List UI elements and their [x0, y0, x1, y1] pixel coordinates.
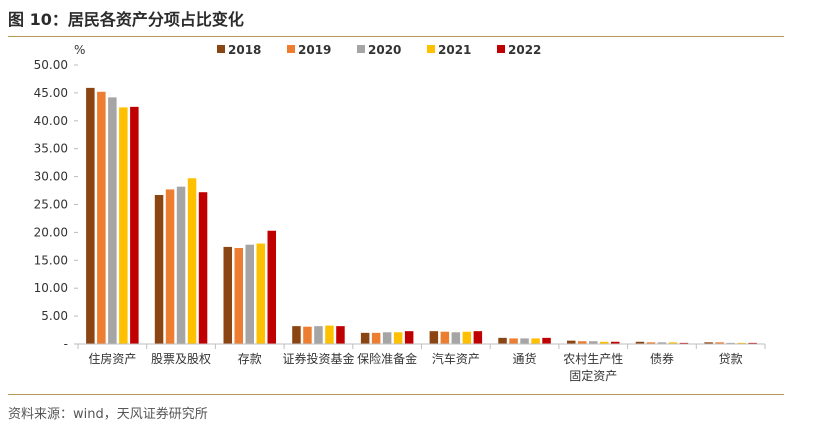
- x-tick-label: 通货: [513, 351, 537, 366]
- bar-2019: [97, 91, 106, 344]
- bar-2022: [611, 341, 620, 344]
- x-tick-label: 汽车资产: [432, 351, 480, 366]
- x-tick-label: 存款: [238, 352, 262, 366]
- legend-label-2020: 2020: [368, 43, 401, 57]
- page-title: 图 10：居民各资产分项占比变化: [8, 10, 244, 29]
- bar-2018: [429, 331, 439, 344]
- x-tick-label: 固定资产: [569, 368, 617, 383]
- bar-2020: [589, 341, 598, 344]
- legend-label-2021: 2021: [438, 43, 471, 57]
- bar-2022: [198, 192, 208, 344]
- y-tick-label: 30.00: [34, 170, 68, 184]
- bar-2021: [668, 342, 678, 344]
- y-tick-label: -: [64, 337, 68, 351]
- bar-2021: [119, 107, 128, 344]
- bar-2018: [223, 246, 232, 344]
- bar-2020: [520, 338, 529, 344]
- chart-legend: 2018 2019 2020 2021 2022: [217, 43, 541, 57]
- bar-2018: [292, 326, 301, 344]
- bar-2019: [234, 248, 243, 344]
- bar-2021: [462, 331, 472, 344]
- bars: [86, 87, 757, 344]
- bar-2019: [165, 189, 175, 344]
- bar-2018: [635, 341, 645, 344]
- legend-swatch-2020: [357, 45, 365, 53]
- title-divider: [8, 36, 784, 37]
- y-axis-unit-label: %: [74, 43, 85, 57]
- legend-label-2019: 2019: [298, 43, 331, 57]
- source-note: 资料来源：wind，天风证券研究所: [8, 407, 208, 422]
- y-tick-label: 10.00: [34, 281, 68, 295]
- y-tick-label: 15.00: [34, 253, 68, 267]
- bar-2020: [726, 342, 735, 344]
- bar-2020: [451, 332, 461, 344]
- bar-2018: [154, 195, 164, 344]
- y-tick-label: 25.00: [34, 198, 68, 212]
- bar-2020: [176, 186, 186, 344]
- bar-2022: [267, 230, 276, 344]
- bar-2019: [371, 332, 381, 344]
- x-tick-label: 保险准备金: [357, 351, 417, 366]
- bar-2021: [600, 341, 609, 344]
- legend-swatch-2021: [427, 45, 435, 53]
- bar-2018: [86, 87, 95, 344]
- y-tick-label: 5.00: [41, 309, 68, 323]
- footer-divider: [8, 394, 784, 395]
- legend-swatch-2019: [287, 45, 295, 53]
- y-axis: 50.00 45.00 40.00 35.00 30.00 25.00 20.00 15.00…: [34, 58, 78, 351]
- bar-2021: [531, 338, 540, 344]
- bar-2022: [336, 326, 345, 344]
- bar-chart: 2018 2019 2020 2021 2022 % 50.00 45.00 40.00 35…: [34, 43, 766, 383]
- bar-2019: [578, 341, 587, 344]
- bar-2019: [646, 342, 656, 344]
- bar-2019: [715, 342, 724, 344]
- bar-2022: [542, 337, 551, 344]
- bar-2020: [657, 342, 667, 344]
- y-tick-label: 35.00: [34, 142, 68, 156]
- x-tick-label: 农村生产性: [563, 352, 623, 366]
- bar-2018: [704, 342, 713, 344]
- bar-2019: [509, 338, 518, 344]
- bar-2021: [393, 332, 403, 344]
- x-tick-label: 证券投资基金: [282, 351, 354, 366]
- bar-2019: [303, 326, 312, 344]
- bar-2022: [404, 331, 414, 344]
- bar-2021: [737, 342, 746, 344]
- bar-2021: [256, 243, 265, 344]
- bar-2020: [314, 326, 323, 344]
- bar-2021: [187, 178, 197, 344]
- bar-2018: [498, 337, 507, 344]
- bar-2021: [325, 325, 334, 344]
- bar-2020: [108, 97, 117, 344]
- y-tick-label: 20.00: [34, 225, 68, 239]
- y-tick-label: 45.00: [34, 86, 68, 100]
- bar-2022: [748, 342, 757, 344]
- bar-2018: [360, 332, 370, 344]
- x-tick-label: 股票及股权: [151, 352, 211, 366]
- legend-swatch-2018: [217, 45, 225, 53]
- bar-2020: [382, 332, 392, 344]
- bar-2022: [473, 331, 483, 344]
- legend-label-2022: 2022: [508, 43, 541, 57]
- x-tick-label: 住房资产: [88, 351, 136, 366]
- bar-2019: [440, 331, 450, 344]
- x-tick-label: 贷款: [719, 352, 743, 366]
- y-tick-label: 50.00: [34, 58, 68, 72]
- legend-swatch-2022: [497, 45, 505, 53]
- bar-2022: [130, 106, 139, 344]
- x-tick-label: 债券: [650, 351, 674, 366]
- y-tick-label: 40.00: [34, 114, 68, 128]
- bar-2018: [567, 340, 576, 344]
- bar-2020: [245, 244, 254, 344]
- legend-label-2018: 2018: [228, 43, 261, 57]
- bar-2022: [679, 342, 689, 344]
